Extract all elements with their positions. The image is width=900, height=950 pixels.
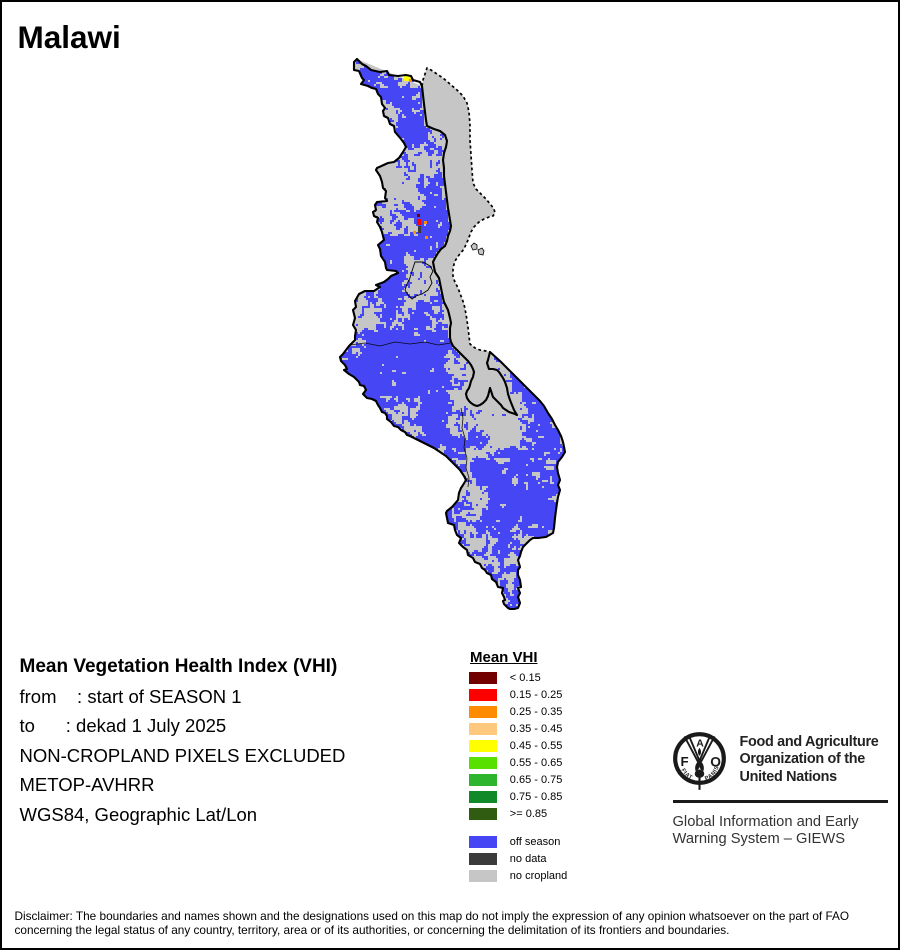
svg-text:F: F [681,754,689,769]
svg-text:O: O [710,754,721,769]
svg-text:A: A [696,738,704,749]
